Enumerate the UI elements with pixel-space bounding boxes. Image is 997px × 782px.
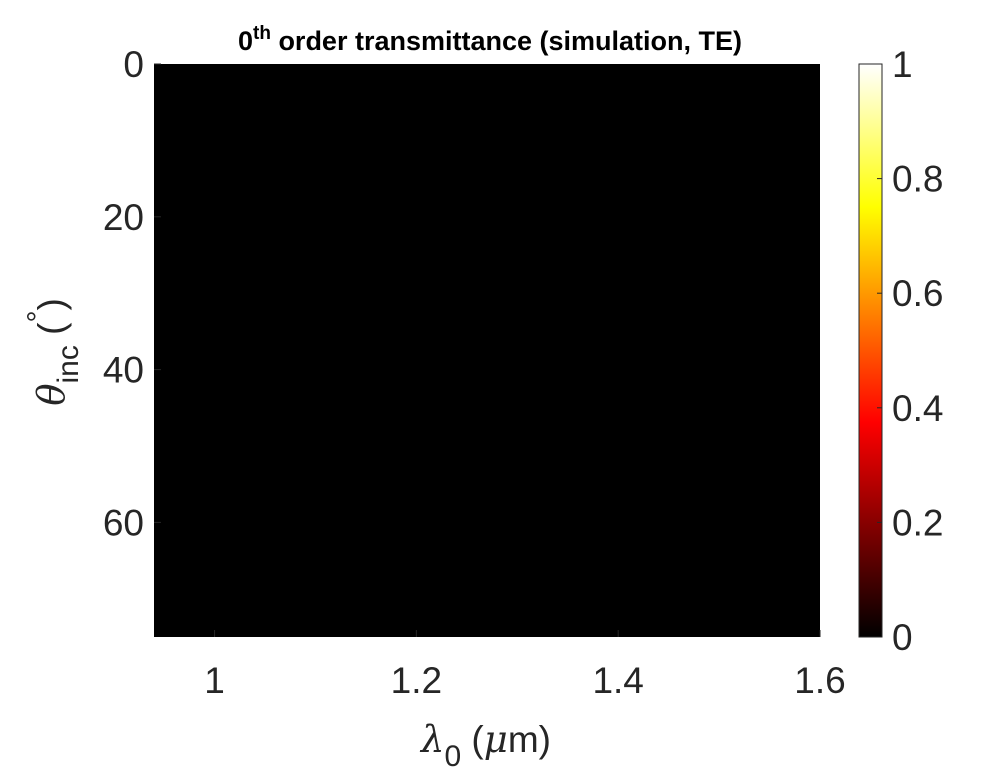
y-label-unit-symbol: ° — [22, 311, 55, 323]
y-tick-label: 0 — [123, 44, 144, 85]
y-axis-ticks: 0 20 40 60 — [103, 44, 161, 543]
title-superscript: th — [253, 23, 271, 44]
y-axis-label: θinc (°) — [22, 298, 85, 406]
y-tick-label: 60 — [103, 502, 144, 543]
colorbar-tick-label: 0.8 — [892, 159, 943, 200]
y-label-unit-close: ) — [31, 298, 72, 310]
x-label-symbol: λ — [419, 718, 444, 761]
x-label-unit-rest: m) — [508, 719, 551, 760]
x-label-unit-open: ( — [461, 719, 484, 760]
heatmap-cells — [154, 64, 820, 637]
colorbar-tick-label: 0.6 — [892, 273, 943, 314]
x-label-subscript: 0 — [444, 740, 461, 773]
colorbar-tick-label: 0 — [892, 617, 913, 658]
chart-title: 0th order transmittance (simulation, TE) — [238, 23, 742, 56]
y-label-unit-open: ( — [31, 322, 72, 345]
title-text: order transmittance (simulation, TE) — [271, 26, 742, 56]
colorbar — [858, 63, 883, 638]
x-tick-label: 1 — [204, 660, 225, 701]
title-prefix: 0 — [238, 26, 253, 56]
x-tick-label: 1.2 — [391, 660, 442, 701]
colorbar-tick-label: 1 — [892, 44, 913, 85]
colorbar-tick-label: 0.4 — [892, 388, 943, 429]
y-label-subscript: inc — [52, 345, 85, 383]
x-axis-ticks: 1 1.2 1.4 1.6 — [204, 630, 846, 701]
colorbar-tick-label: 0.2 — [892, 502, 943, 543]
x-axis-label: λ0 (μm) — [419, 718, 551, 773]
colorbar-ticks: 0 0.2 0.4 0.6 0.8 1 — [877, 44, 943, 658]
x-label-unit-symbol: μ — [484, 718, 508, 761]
y-tick-label: 40 — [103, 350, 144, 391]
y-tick-label: 20 — [103, 197, 144, 238]
x-tick-label: 1.6 — [794, 660, 845, 701]
x-tick-label: 1.4 — [592, 660, 643, 701]
y-label-symbol: θ — [30, 384, 73, 406]
